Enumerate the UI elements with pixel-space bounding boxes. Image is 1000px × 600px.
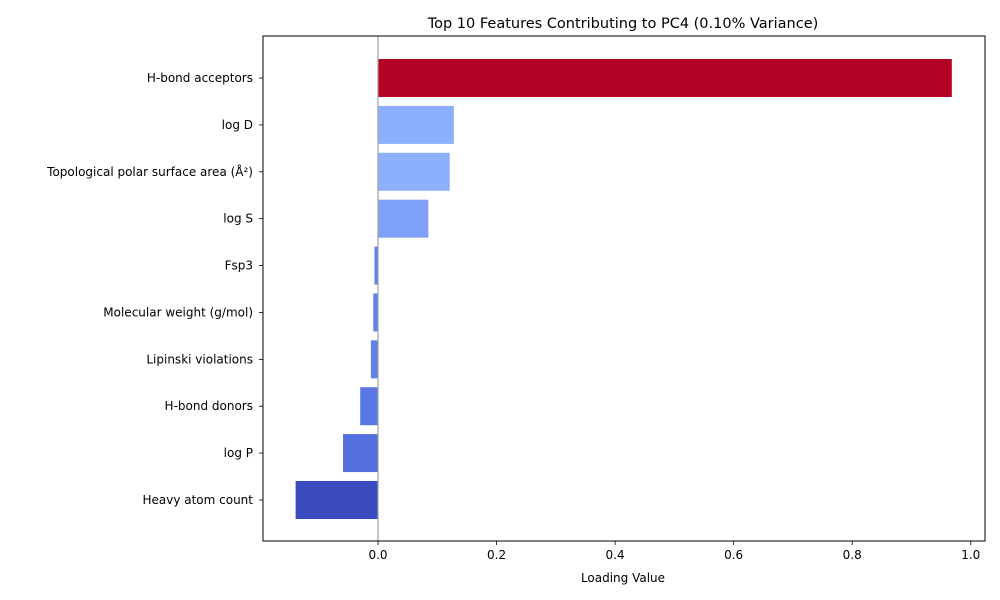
bar-8 (343, 434, 378, 473)
x-tick-label: 0.4 (606, 548, 625, 562)
y-tick-label: log P (224, 446, 253, 460)
y-tick-label: Molecular weight (g/mol) (103, 305, 253, 319)
x-tick-label: 0.6 (724, 548, 743, 562)
x-axis: 0.0 0.2 0.4 0.6 0.8 1.0 (368, 541, 980, 562)
bar-6 (370, 340, 378, 379)
bar-9 (295, 481, 378, 519)
x-tick-label: 0.0 (368, 548, 387, 562)
chart-title: Top 10 Features Contributing to PC4 (0.1… (427, 16, 819, 32)
x-tick-label: 0.8 (843, 548, 862, 562)
y-tick-label: H-bond acceptors (147, 71, 253, 85)
bar-7 (360, 387, 378, 426)
x-tick-label: 1.0 (961, 548, 980, 562)
y-tick-label: Lipinski violations (146, 352, 253, 366)
bar-5 (373, 293, 378, 332)
bar-2 (377, 152, 450, 191)
y-tick-label: Topological polar surface area (Å²) (46, 164, 253, 179)
bar-1 (377, 105, 454, 144)
x-axis-label: Loading Value (581, 571, 665, 585)
plot-frame (262, 35, 986, 542)
bar-4 (374, 246, 378, 285)
y-tick-label: log S (223, 212, 253, 226)
y-tick-label: Heavy atom count (142, 493, 253, 507)
x-tick-label: 0.2 (487, 548, 506, 562)
bar-3 (377, 199, 429, 238)
bars-layer (295, 59, 952, 519)
y-tick-label: log D (222, 118, 253, 132)
bar-0 (377, 59, 952, 97)
y-axis: H-bond acceptors log D Topological polar s… (46, 71, 263, 507)
y-tick-label: H-bond donors (165, 399, 253, 413)
y-tick-label: Fsp3 (225, 259, 253, 273)
